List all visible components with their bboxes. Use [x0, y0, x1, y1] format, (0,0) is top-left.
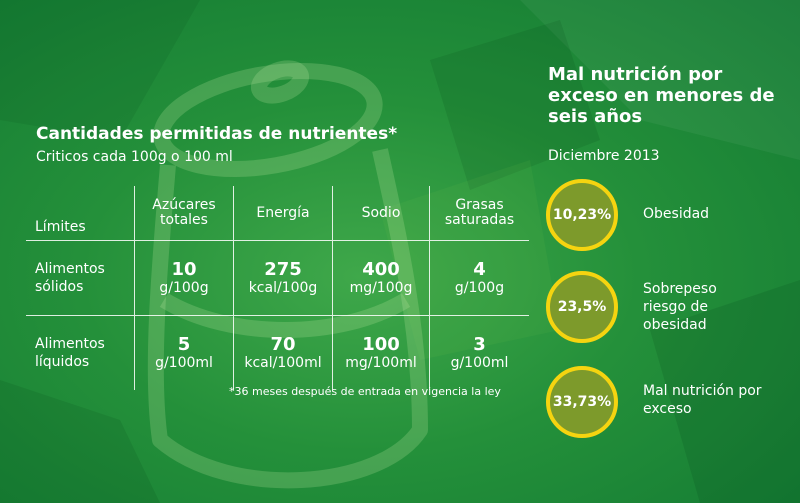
- table-header-row: Límites Azúcares totales Energía Sodio G…: [26, 186, 529, 241]
- footnote: *36 meses después de entrada en vigencia…: [229, 385, 501, 398]
- cell-unit: kcal/100ml: [244, 354, 322, 371]
- table-row-solids: Alimentos sólidos 10 g/100g 275 kcal/100…: [26, 240, 529, 316]
- cell-liquids-energy: 70 kcal/100ml: [233, 315, 333, 390]
- cell-unit: mg/100g: [349, 279, 413, 296]
- cell-value: 275: [264, 258, 302, 280]
- cell-solids-saturated-fat: 4 g/100g: [429, 240, 529, 316]
- cell-value: 400: [362, 258, 400, 280]
- cell-liquids-sugars: 5 g/100ml: [134, 315, 234, 390]
- cell-solids-sodium: 400 mg/100g: [332, 240, 430, 316]
- cell-liquids-sodium: 100 mg/100ml: [332, 315, 430, 390]
- nutrients-title: Cantidades permitidas de nutrientes*: [36, 124, 398, 144]
- limits-header: Límites: [35, 219, 86, 235]
- cell-value: 10: [171, 258, 197, 280]
- cell-unit: g/100ml: [450, 354, 509, 371]
- nutrients-table: Límites Azúcares totales Energía Sodio G…: [26, 186, 529, 390]
- cell-liquids-saturated-fat: 3 g/100ml: [429, 315, 529, 390]
- stat-label-obesity: Obesidad: [643, 206, 710, 222]
- date-label: Diciembre 2013: [548, 148, 660, 164]
- row-label-solids: Alimentos sólidos: [26, 240, 135, 316]
- column-header-sugars: Azúcares totales: [134, 186, 234, 241]
- cell-value: 70: [270, 333, 296, 355]
- stat-circle-overweight: 23,5%: [546, 271, 618, 343]
- column-header-energy: Energía: [233, 186, 333, 241]
- cell-value: 100: [362, 333, 400, 355]
- stat-circle-malnutrition: 33,73%: [546, 366, 618, 438]
- cell-unit: mg/100ml: [345, 354, 417, 371]
- cell-unit: kcal/100g: [248, 279, 318, 296]
- cell-value: 4: [473, 258, 486, 280]
- table-row-liquids: Alimentos líquidos 5 g/100ml 70 kcal/100…: [26, 315, 529, 390]
- cell-unit: g/100ml: [155, 354, 213, 371]
- stat-circle-obesity: 10,23%: [546, 179, 618, 251]
- cell-value: 5: [177, 333, 191, 355]
- cell-solids-sugars: 10 g/100g: [134, 240, 234, 316]
- column-header-saturated-fat: Grasas saturadas: [429, 186, 529, 241]
- cell-unit: g/100g: [454, 279, 505, 296]
- column-header-sodium: Sodio: [332, 186, 430, 241]
- cell-solids-energy: 275 kcal/100g: [233, 240, 333, 316]
- row-label-liquids: Alimentos líquidos: [26, 315, 135, 390]
- cell-unit: g/100g: [159, 279, 209, 296]
- nutrients-subtitle: Criticos cada 100g o 100 ml: [36, 149, 233, 165]
- stat-label-overweight: Sobrepeso riesgo de obesidad: [643, 281, 717, 333]
- malnutrition-title: Mal nutrición por exceso en menores de s…: [548, 64, 775, 127]
- stat-label-malnutrition: Mal nutrición por exceso: [643, 383, 762, 417]
- cell-value: 3: [473, 333, 486, 355]
